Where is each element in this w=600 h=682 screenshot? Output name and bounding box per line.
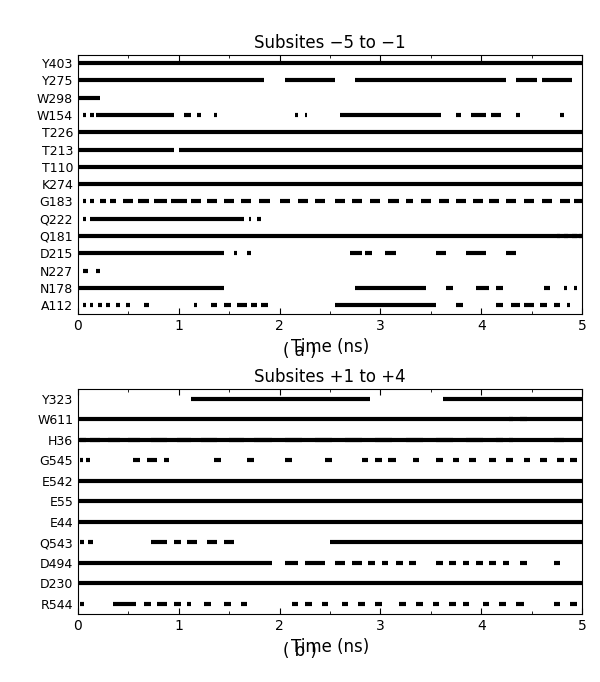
X-axis label: Time (ns): Time (ns) — [291, 638, 369, 656]
Text: ( a ): ( a ) — [283, 342, 317, 360]
X-axis label: Time (ns): Time (ns) — [291, 338, 369, 356]
Title: Subsites +1 to +4: Subsites +1 to +4 — [254, 368, 406, 386]
Title: Subsites −5 to −1: Subsites −5 to −1 — [254, 33, 406, 52]
Text: ( b ): ( b ) — [283, 642, 317, 660]
